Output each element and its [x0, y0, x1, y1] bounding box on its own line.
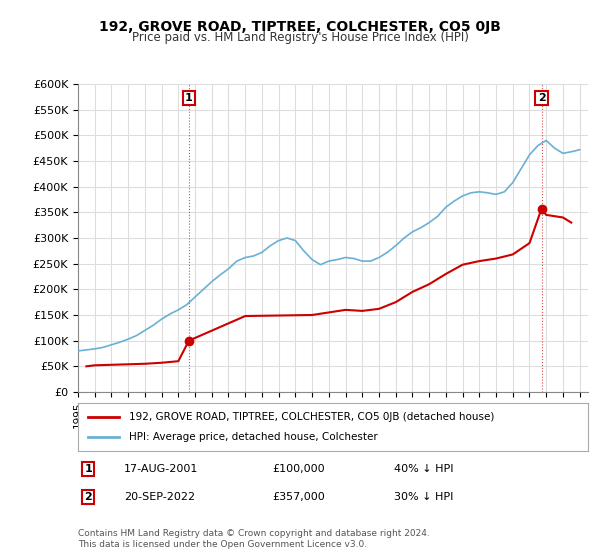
Text: £100,000: £100,000	[272, 464, 325, 474]
Text: 20-SEP-2022: 20-SEP-2022	[124, 492, 195, 502]
Text: 30% ↓ HPI: 30% ↓ HPI	[394, 492, 454, 502]
Text: 192, GROVE ROAD, TIPTREE, COLCHESTER, CO5 0JB: 192, GROVE ROAD, TIPTREE, COLCHESTER, CO…	[99, 20, 501, 34]
Text: Price paid vs. HM Land Registry's House Price Index (HPI): Price paid vs. HM Land Registry's House …	[131, 31, 469, 44]
Text: 2: 2	[85, 492, 92, 502]
Text: £357,000: £357,000	[272, 492, 325, 502]
Text: 17-AUG-2001: 17-AUG-2001	[124, 464, 198, 474]
Text: HPI: Average price, detached house, Colchester: HPI: Average price, detached house, Colc…	[129, 432, 378, 442]
Text: 2: 2	[538, 93, 545, 103]
Text: 40% ↓ HPI: 40% ↓ HPI	[394, 464, 454, 474]
Text: 192, GROVE ROAD, TIPTREE, COLCHESTER, CO5 0JB (detached house): 192, GROVE ROAD, TIPTREE, COLCHESTER, CO…	[129, 412, 494, 422]
Text: 1: 1	[85, 464, 92, 474]
Text: 1: 1	[185, 93, 193, 103]
Text: Contains HM Land Registry data © Crown copyright and database right 2024.
This d: Contains HM Land Registry data © Crown c…	[78, 529, 430, 549]
